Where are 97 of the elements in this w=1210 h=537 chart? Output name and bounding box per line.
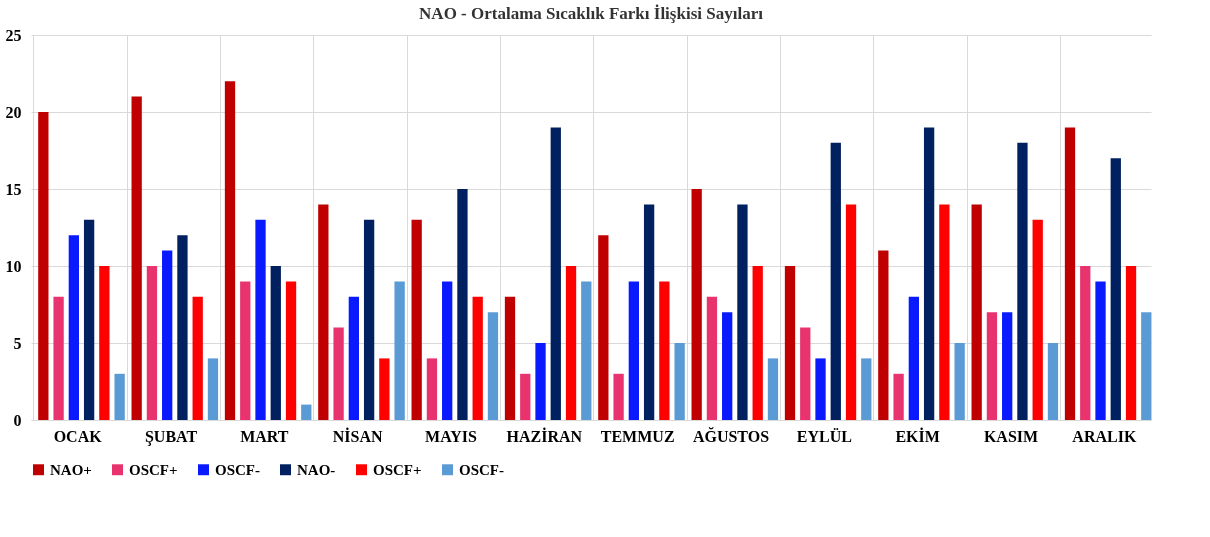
bar <box>722 312 733 420</box>
bar <box>550 127 561 420</box>
y-tick-label: 25 <box>5 26 22 44</box>
bar <box>598 235 609 420</box>
bar <box>878 250 889 420</box>
bar <box>504 296 516 420</box>
bar <box>613 373 624 420</box>
bar <box>581 281 592 420</box>
legend-label: OSCF- <box>215 461 260 478</box>
bar <box>1080 266 1091 420</box>
bar <box>861 358 872 420</box>
legend-label: NAO- <box>297 461 336 478</box>
bar <box>1002 312 1013 420</box>
bar <box>207 358 219 420</box>
bar <box>784 266 796 420</box>
x-tick-label: MAYIS <box>425 427 478 445</box>
bar <box>691 189 702 420</box>
x-tick-label: NİSAN <box>332 426 383 445</box>
bar <box>68 235 79 420</box>
x-tick-label: OCAK <box>53 427 103 445</box>
bar <box>908 296 919 420</box>
y-tick-label: 20 <box>5 103 22 121</box>
y-tick-label: 15 <box>5 180 22 198</box>
bar <box>146 266 158 420</box>
bar <box>99 266 110 420</box>
bar <box>800 327 811 420</box>
bar <box>520 373 531 420</box>
bar <box>1110 158 1121 420</box>
bar <box>971 204 982 420</box>
bar <box>1032 219 1043 420</box>
x-tick-label: AĞUSTOS <box>692 426 770 445</box>
bar <box>752 266 763 420</box>
bar <box>659 281 670 420</box>
bar <box>333 327 344 420</box>
bar <box>986 312 998 420</box>
bar <box>192 296 203 420</box>
x-tick-label: MART <box>240 427 289 445</box>
legend-label: NAO+ <box>50 461 92 478</box>
bar <box>114 373 125 420</box>
bar <box>301 404 312 420</box>
bar <box>893 373 904 420</box>
bar <box>1125 266 1137 420</box>
y-tick-label: 0 <box>13 411 22 429</box>
bar <box>674 343 685 420</box>
bar <box>53 296 64 420</box>
y-tick-label: 5 <box>13 334 22 352</box>
bar <box>1141 312 1152 420</box>
bar <box>767 358 779 420</box>
bar <box>939 204 950 420</box>
legend-label: OSCF+ <box>129 461 178 478</box>
bar <box>565 266 577 420</box>
bar <box>706 296 718 420</box>
bar <box>1064 127 1076 420</box>
bar <box>830 142 841 420</box>
bar <box>411 219 422 420</box>
bar <box>131 96 142 420</box>
x-tick-label: EYLÜL <box>796 427 852 445</box>
bar <box>363 219 375 420</box>
legend-label: OSCF+ <box>373 461 422 478</box>
bar <box>318 204 329 420</box>
bar <box>426 358 438 420</box>
bar <box>255 219 266 420</box>
bar <box>954 343 965 420</box>
bar <box>270 266 281 420</box>
bar <box>177 235 188 420</box>
bar <box>394 281 405 420</box>
bar <box>737 204 748 420</box>
x-tick-label: ŞUBAT <box>144 427 198 446</box>
bar <box>240 281 251 420</box>
legend-label: OSCF- <box>459 461 504 478</box>
bar <box>224 81 236 420</box>
bar <box>1017 142 1028 420</box>
bar <box>472 296 483 420</box>
bar <box>162 250 173 420</box>
bar <box>845 204 857 420</box>
bar <box>285 281 297 420</box>
bar <box>348 296 359 420</box>
bar <box>643 204 655 420</box>
bar <box>535 343 546 420</box>
bar <box>83 219 95 420</box>
bar <box>442 281 453 420</box>
chart-title: NAO - Ortalama Sıcaklık Farkı İlişkisi Sayıları <box>419 4 764 23</box>
bar <box>457 189 468 420</box>
x-tick-label: TEMMUZ <box>600 427 675 445</box>
x-tick-label: KASIM <box>983 427 1039 445</box>
bar <box>815 358 826 420</box>
bar <box>487 312 499 420</box>
x-tick-label: HAZİRAN <box>506 426 583 445</box>
bar <box>1047 343 1059 420</box>
y-tick-label: 10 <box>5 257 22 275</box>
x-tick-label: EKİM <box>895 426 940 445</box>
bar <box>379 358 390 420</box>
bar <box>1095 281 1106 420</box>
bar <box>628 281 639 420</box>
bar <box>923 127 935 420</box>
bar <box>38 112 49 420</box>
x-tick-label: ARALIK <box>1072 427 1137 445</box>
